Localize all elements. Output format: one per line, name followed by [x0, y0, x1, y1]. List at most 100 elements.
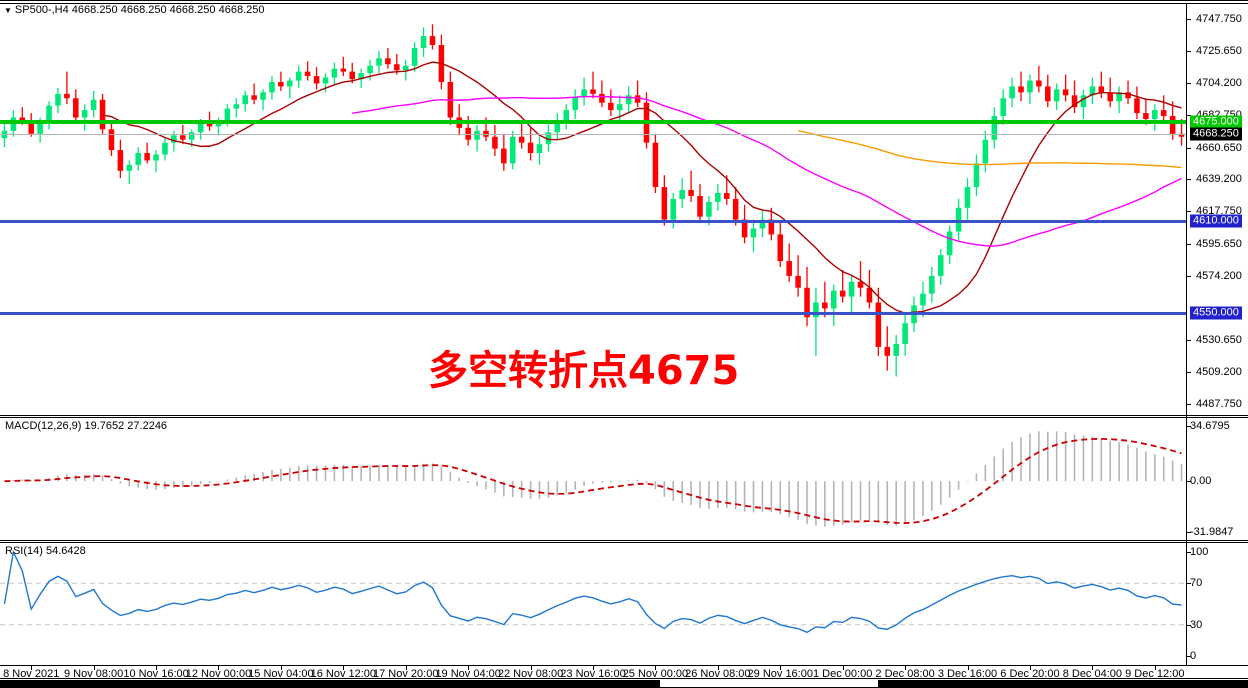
price-tick-mark [1187, 179, 1191, 181]
time-tick-label: 8 Nov 2021 [3, 668, 60, 680]
price-tick-mark [1187, 275, 1191, 277]
price-tick-label: 4639.200 [1196, 173, 1242, 186]
price-tick-mark [1187, 147, 1191, 149]
time-tick-mark [156, 666, 158, 670]
axis-divider [1186, 3, 1187, 666]
price-tick-mark [1187, 114, 1191, 116]
panel-separator-2 [0, 540, 1248, 541]
rsi-tick-label: 30 [1190, 618, 1203, 631]
level-4610-tag: 4610.000 [1190, 214, 1242, 228]
price-tick-label: 4617.750 [1196, 205, 1242, 218]
symbol-ohlc-text: SP500-,H4 4668.250 4668.250 4668.250 466… [14, 4, 265, 16]
scrollbar-track-left [0, 680, 660, 687]
last-price-tag: 4668.250 [1190, 127, 1242, 141]
level-line-4610 [0, 220, 1186, 223]
macd-tick-mark [1187, 426, 1191, 427]
time-tick-label: 17 Nov 20:00 [373, 668, 439, 680]
time-tick-mark [218, 666, 220, 670]
time-tick-label: 6 Dec 20:00 [1000, 668, 1060, 680]
time-tick-label: 12 Nov 00:00 [185, 668, 252, 680]
time-tick-mark [31, 666, 33, 670]
rsi-axis: 100 70 30 0 [1186, 543, 1248, 665]
time-tick-mark [468, 666, 470, 670]
price-tick-label: 4704.200 [1196, 77, 1242, 90]
time-tick-mark [405, 666, 407, 670]
price-tick-mark [1187, 18, 1191, 20]
time-tick-label: 16 Nov 12:00 [310, 668, 377, 680]
panel-separator-2b [0, 542, 1248, 543]
time-tick-mark [1092, 666, 1094, 670]
time-tick-mark [967, 666, 969, 670]
price-tick-label: 4595.650 [1196, 237, 1242, 250]
level-4675-tag: 4675.000 [1190, 115, 1242, 129]
price-tick-mark [1187, 243, 1191, 245]
macd-tick-label: 0.00 [1190, 475, 1212, 488]
time-tick-mark [1029, 666, 1031, 670]
window-top-border [0, 0, 1248, 1]
level-line-4675 [0, 120, 1186, 124]
price-tick-mark [1187, 371, 1191, 373]
rsi-tick-label: 100 [1190, 546, 1209, 558]
macd-tick-label: -31.9847 [1190, 526, 1234, 538]
time-tick-label: 26 Nov 08:00 [685, 668, 751, 680]
horizontal-scrollbar[interactable] [0, 678, 1248, 688]
macd-label: MACD(12,26,9) 19.7652 27.2246 [5, 420, 168, 432]
price-tick-label: 4574.200 [1196, 269, 1242, 282]
time-tick-mark [530, 666, 532, 670]
panel-separator-1b [0, 417, 1248, 418]
price-chart-panel[interactable] [0, 8, 1186, 415]
time-tick-mark [1154, 666, 1156, 670]
scrollbar-track-right [878, 680, 1248, 687]
macd-axis: 34.6795 0.00 -31.9847 [1186, 418, 1248, 540]
price-axis[interactable]: 4747.7504725.6504704.2004682.7504660.650… [1186, 8, 1248, 415]
panel-separator-1 [0, 415, 1248, 416]
price-tick-label: 4660.650 [1196, 141, 1242, 154]
time-tick-label: 10 Nov 16:00 [123, 668, 189, 680]
price-tick-label: 4530.650 [1196, 334, 1242, 347]
time-tick-mark [780, 666, 782, 670]
time-axis-top-border [0, 665, 1248, 666]
level-4550-tag: 4550.000 [1190, 306, 1242, 320]
time-tick-label: 15 Nov 04:00 [248, 668, 314, 680]
chart-header: ▼ SP500-,H4 4668.250 4668.250 4668.250 46… [4, 4, 264, 16]
time-tick-label: 8 Dec 04:00 [1062, 668, 1123, 680]
time-tick-label: 9 Nov 08:00 [63, 668, 124, 680]
price-tick-mark [1187, 83, 1191, 85]
rsi-tick-mark [1187, 656, 1191, 657]
price-tick-label: 4747.750 [1196, 12, 1242, 25]
rsi-tick-mark [1187, 552, 1191, 553]
macd-tick-mark [1187, 532, 1191, 533]
price-tick-label: 4725.650 [1196, 45, 1242, 58]
time-tick-label: 25 Nov 00:00 [622, 668, 689, 680]
window-top-border-2 [0, 3, 1248, 4]
chevron-down-icon[interactable]: ▼ [4, 5, 12, 15]
time-tick-mark [655, 666, 657, 670]
time-tick-mark [280, 666, 282, 670]
time-tick-label: 3 Dec 16:00 [937, 668, 998, 680]
rsi-label: RSI(14) 54.6428 [5, 545, 86, 557]
time-tick-mark [842, 666, 844, 670]
rsi-tick-mark [1187, 583, 1191, 585]
time-tick-label: 9 Dec 12:00 [1125, 668, 1185, 680]
time-tick-mark [343, 666, 345, 670]
macd-tick-mark [1187, 481, 1191, 483]
rsi-tick-label: 0 [1190, 650, 1197, 662]
level-line-last-price [0, 134, 1186, 135]
price-tick-label: 4487.750 [1196, 397, 1242, 410]
price-tick-mark [1187, 51, 1191, 53]
time-tick-mark [905, 666, 907, 670]
rsi-panel[interactable] [0, 543, 1186, 665]
price-tick-label: 4509.200 [1196, 365, 1242, 378]
rsi-tick-label: 70 [1190, 577, 1203, 590]
price-tick-mark [1187, 403, 1191, 405]
time-tick-label: 2 Dec 08:00 [875, 668, 935, 680]
price-tick-mark [1187, 340, 1191, 342]
time-tick-label: 23 Nov 16:00 [560, 668, 626, 680]
chart-annotation-text: 多空转折点4675 [428, 348, 740, 394]
price-tick-mark [1187, 211, 1191, 213]
level-line-4550 [0, 312, 1186, 315]
time-tick-mark [93, 666, 95, 670]
macd-panel[interactable] [0, 418, 1186, 540]
time-tick-label: 19 Nov 04:00 [435, 668, 501, 680]
